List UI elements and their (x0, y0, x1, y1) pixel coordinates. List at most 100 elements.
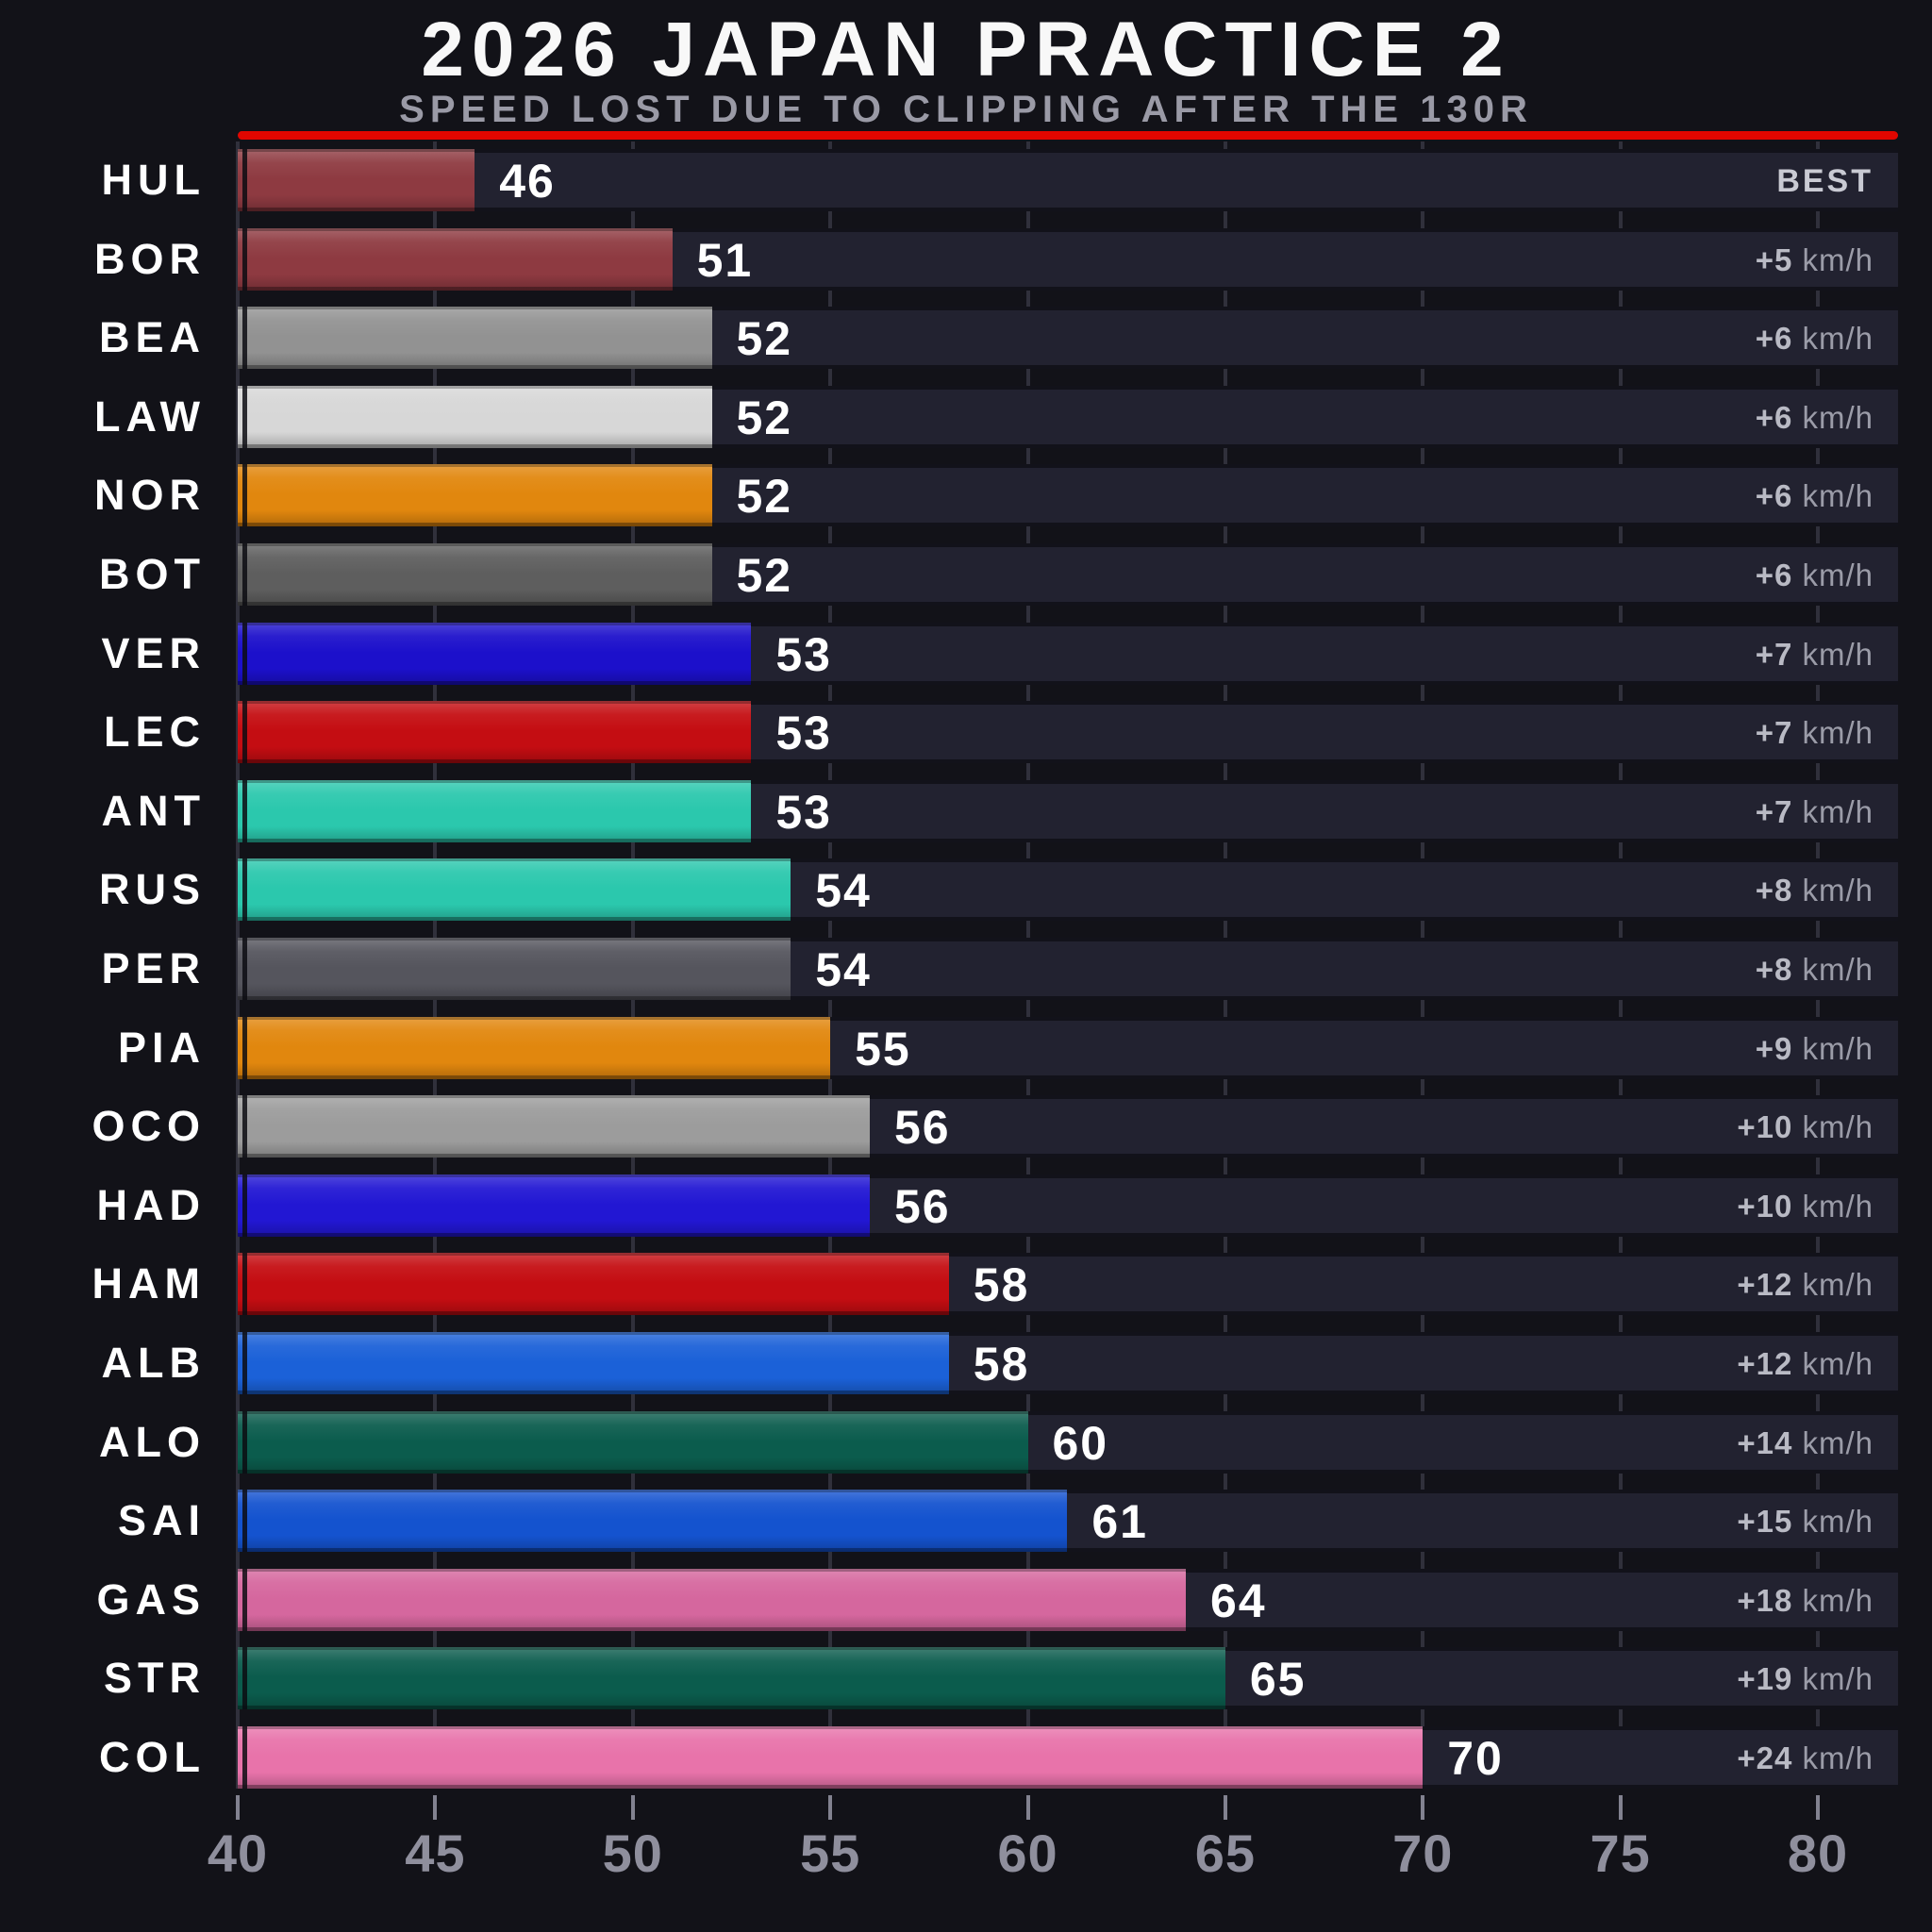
delta-label: +9 km/h (1756, 1017, 1874, 1079)
bar (238, 227, 673, 291)
delta-unit: km/h (1792, 558, 1874, 592)
delta-unit: km/h (1792, 1504, 1874, 1540)
delta-unit: km/h (1792, 873, 1874, 908)
delta-unit: km/h (1792, 399, 1874, 435)
bar-track: 55 +9 km/h (238, 1016, 1898, 1079)
bar (238, 543, 712, 606)
bar-left-edge-notch (242, 385, 247, 448)
bar (238, 779, 752, 842)
delta-unit: km/h (1792, 1661, 1874, 1697)
bar (238, 1568, 1186, 1631)
delta-label: +8 km/h (1756, 858, 1874, 921)
driver-code-label: HAM (92, 1259, 206, 1308)
delta-number: +24 (1737, 1740, 1793, 1775)
bar-value: 56 (894, 1101, 951, 1155)
chart-title: 2026 JAPAN PRACTICE 2 (421, 7, 1511, 92)
delta-label: +12 km/h (1737, 1332, 1874, 1394)
delta-number: +10 (1737, 1188, 1793, 1224)
axis-tick (1025, 1795, 1030, 1820)
axis-tick (1421, 1795, 1425, 1820)
delta-number: +10 (1737, 1109, 1793, 1145)
bar-left-edge-notch (242, 1253, 247, 1316)
delta-number: +6 (1755, 399, 1793, 435)
bar (238, 1174, 870, 1237)
bar-left-edge-notch (242, 227, 247, 291)
driver-code-label: ANT (101, 786, 206, 835)
bar-track: 53 +7 km/h (238, 622, 1898, 685)
axis-tick (236, 1795, 240, 1820)
bar-left-edge-notch (242, 622, 247, 685)
bar-value: 54 (815, 864, 872, 918)
chart-row: ALO 60 +14 km/h (0, 1410, 1932, 1474)
bar-value: 52 (736, 391, 793, 444)
bar-track: 52 +6 km/h (238, 543, 1898, 606)
driver-code-label: COL (99, 1733, 206, 1781)
chart-row: HUL 46 BEST (0, 149, 1932, 211)
axis-tick-label: 70 (1392, 1824, 1454, 1883)
delta-label: +8 km/h (1756, 938, 1874, 1000)
delta-number: +19 (1737, 1661, 1793, 1697)
delta-number: +12 (1737, 1346, 1793, 1381)
delta-number: +5 (1755, 242, 1793, 277)
bar-track: 51 +5 km/h (238, 227, 1898, 291)
bar-value: 52 (736, 312, 793, 366)
delta-number: +7 (1755, 715, 1793, 751)
bar-value: 52 (736, 549, 793, 602)
delta-label: +5 km/h (1756, 228, 1874, 291)
bar (238, 149, 475, 211)
bar (238, 1410, 1028, 1474)
delta-label: +6 km/h (1756, 307, 1874, 369)
driver-code-label: HAD (96, 1180, 206, 1229)
bar-value: 58 (973, 1338, 1030, 1391)
chart-row: RUS 54 +8 km/h (0, 858, 1932, 922)
bar-value: 53 (775, 707, 832, 760)
bar-track: 52 +6 km/h (238, 464, 1898, 527)
bar-value: 53 (775, 627, 832, 681)
delta-unit: km/h (1792, 321, 1874, 357)
axis-tick (1816, 1795, 1820, 1820)
bar-track: 58 +12 km/h (238, 1253, 1898, 1316)
delta-number: +14 (1737, 1424, 1793, 1460)
bar-track: 60 +14 km/h (238, 1410, 1898, 1474)
delta-label: +15 km/h (1737, 1490, 1874, 1552)
axis-tick-label: 65 (1194, 1824, 1257, 1883)
delta-unit: km/h (1792, 1109, 1874, 1145)
bar-left-edge-notch (242, 1332, 247, 1394)
bar-track: 54 +8 km/h (238, 858, 1898, 922)
axis-tick-label: 80 (1787, 1824, 1849, 1883)
driver-code-label: LEC (104, 708, 206, 757)
driver-code-label: STR (104, 1654, 206, 1703)
bar-track: 61 +15 km/h (238, 1490, 1898, 1553)
bar-left-edge-notch (242, 1095, 247, 1158)
bar-left-edge-notch (242, 1174, 247, 1237)
chart-row: ANT 53 +7 km/h (0, 779, 1932, 842)
axis-tick (1618, 1795, 1623, 1820)
chart-row: HAM 58 +12 km/h (0, 1253, 1932, 1316)
bar-left-edge-notch (242, 1568, 247, 1631)
chart-row: COL 70 +24 km/h (0, 1726, 1932, 1789)
bar-left-edge-notch (242, 464, 247, 527)
delta-number: +18 (1737, 1582, 1793, 1618)
chart-row: BOT 52 +6 km/h (0, 543, 1932, 606)
bar-left-edge-notch (242, 1016, 247, 1079)
bar-track: 46 BEST (238, 149, 1898, 211)
delta-unit: km/h (1792, 1188, 1874, 1224)
chart-row: BEA 52 +6 km/h (0, 307, 1932, 370)
delta-unit: km/h (1792, 952, 1874, 987)
bar-left-edge-notch (242, 307, 247, 370)
axis-tick (433, 1795, 438, 1820)
chart-row: HAD 56 +10 km/h (0, 1174, 1932, 1237)
bar-value: 55 (855, 1022, 911, 1075)
driver-code-label: BEA (98, 313, 206, 362)
driver-code-label: PIA (117, 1023, 206, 1072)
bar-value: 70 (1447, 1732, 1504, 1785)
bar-track: 52 +6 km/h (238, 385, 1898, 448)
bar-left-edge-notch (242, 938, 247, 1000)
delta-unit: km/h (1792, 1346, 1874, 1381)
delta-number: +6 (1755, 558, 1793, 592)
delta-label: +18 km/h (1737, 1569, 1874, 1631)
chart-row: GAS 64 +18 km/h (0, 1568, 1932, 1631)
delta-number: +12 (1737, 1267, 1793, 1303)
axis-tick-label: 45 (405, 1824, 466, 1883)
